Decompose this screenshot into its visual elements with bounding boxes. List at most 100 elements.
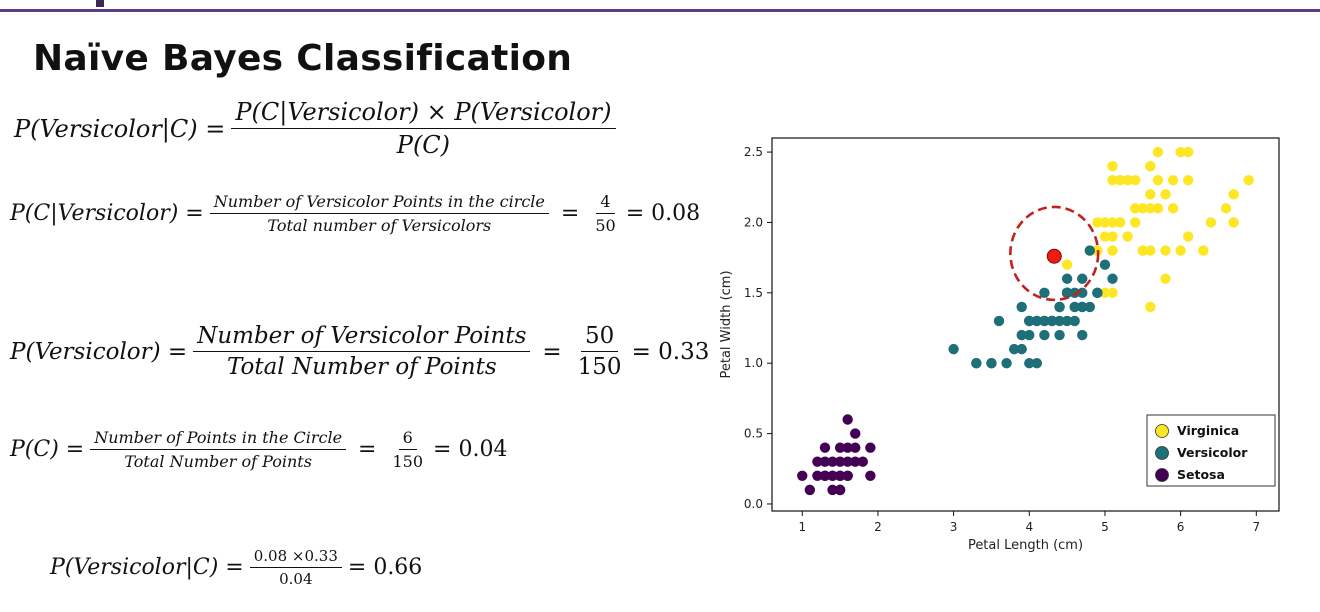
virginica-point: [1145, 301, 1156, 313]
equation-posterior-numerator: 0.08 ×0.33: [249, 547, 342, 568]
virginica-point: [1228, 217, 1239, 228]
versicolor-point: [1092, 287, 1103, 299]
top-bar-fragment: [96, 0, 104, 7]
x-tick-label: 5: [1101, 520, 1109, 534]
versicolor-point: [1077, 273, 1088, 284]
query-point: [1046, 248, 1062, 264]
y-tick-label: 2.0: [744, 215, 763, 229]
virginica-point: [1061, 259, 1073, 270]
equation-prior-value-denominator: 150: [577, 354, 622, 380]
setosa-point: [827, 470, 838, 482]
virginica-point: [1137, 203, 1148, 214]
setosa-point: [850, 456, 861, 467]
equation-bayes-fraction: P(C|Versicolor) × P(Versicolor) P(C): [231, 98, 616, 159]
setosa-point: [834, 442, 846, 453]
versicolor-point: [1001, 358, 1012, 369]
equation-likelihood-value-denominator: 50: [595, 216, 616, 235]
virginica-point: [1145, 189, 1156, 200]
equation-prior-numerator: Number of Versicolor Points: [193, 323, 531, 352]
virginica-point: [1114, 217, 1126, 228]
virginica-point: [1160, 245, 1171, 256]
equation-likelihood-value: 4 50: [591, 192, 619, 235]
x-tick-label: 4: [1025, 520, 1033, 534]
y-axis-label: Petal Width (cm): [719, 270, 734, 378]
virginica-point: [1099, 287, 1111, 299]
versicolor-point: [1054, 329, 1065, 341]
equation-posterior-result: = 0.66: [347, 555, 423, 580]
equation-likelihood-value-numerator: 4: [596, 192, 615, 214]
equation-bayes-denominator: P(C): [396, 131, 451, 159]
versicolor-point: [1069, 301, 1080, 313]
equation-prior-value: 50 150: [574, 323, 626, 380]
equation-evidence-result: = 0.04: [433, 437, 508, 462]
setosa-point: [827, 484, 838, 496]
virginica-point: [1107, 287, 1118, 299]
top-divider-line: [0, 9, 1320, 12]
equation-bayes-numerator: P(C|Versicolor) × P(Versicolor): [231, 98, 616, 129]
versicolor-point: [1016, 343, 1027, 355]
x-tick-label: 1: [798, 520, 806, 534]
equation-bayes-lhs: P(Versicolor|C) =: [14, 114, 226, 143]
equation-prior-fraction: Number of Versicolor Points Total Number…: [193, 323, 531, 380]
virginica-point: [1130, 175, 1141, 186]
y-tick-label: 1.0: [744, 356, 763, 370]
versicolor-point: [1031, 315, 1043, 327]
iris-scatter-plot: 1 2 3 4 5 6 7 0.0 0.5 1.0 1.5 2.0 2.5 Petal Length (c…: [719, 137, 1280, 553]
setosa-point: [865, 442, 876, 453]
setosa-point: [842, 470, 853, 482]
versicolor-point: [1054, 315, 1065, 327]
virginica-point: [1107, 245, 1118, 256]
legend-label-versicolor: Versicolor: [1177, 445, 1248, 460]
versicolor-point: [1069, 315, 1080, 327]
versicolor-point: [1054, 301, 1065, 313]
plot-frame: [771, 137, 1280, 512]
equation-evidence-equals: =: [358, 437, 377, 462]
setosa-point: [819, 456, 831, 467]
versicolor-point: [1016, 301, 1027, 313]
virginica-point: [1182, 175, 1194, 186]
equation-likelihood-equals: =: [560, 201, 580, 226]
versicolor-point: [1039, 315, 1050, 327]
virginica-point: [1114, 175, 1126, 186]
virginica-point: [1107, 175, 1118, 186]
virginica-point: [1160, 189, 1171, 200]
versicolor-point: [1008, 343, 1020, 355]
equation-evidence-fraction: Number of Points in the Circle Total Num…: [90, 428, 347, 471]
equation-likelihood-result: = 0.08: [625, 201, 701, 226]
setosa-point: [804, 484, 816, 496]
equation-posterior: P(Versicolor|C) = 0.08 ×0.33 0.04 = 0.66: [50, 547, 422, 588]
versicolor-point: [1084, 301, 1096, 313]
setosa-point: [842, 442, 853, 453]
equation-evidence-lhs: P(C) =: [10, 437, 85, 462]
virginica-point: [1220, 203, 1232, 214]
versicolor-point: [1107, 273, 1118, 284]
versicolor-point: [1061, 315, 1073, 327]
equation-likelihood-numerator: Number of Versicolor Points in the circl…: [209, 192, 549, 214]
equation-posterior-lhs: P(Versicolor|C) =: [50, 555, 244, 580]
virginica-point: [1182, 146, 1194, 158]
setosa-point: [842, 456, 853, 467]
virginica-point: [1130, 203, 1141, 214]
equation-evidence-numerator: Number of Points in the Circle: [90, 428, 347, 450]
equation-likelihood-fraction: Number of Versicolor Points in the circl…: [209, 192, 549, 235]
legend-marker-virginica: [1155, 424, 1169, 438]
equation-prior-lhs: P(Versicolor) =: [10, 338, 188, 365]
virginica-point: [1228, 189, 1239, 200]
equation-prior: P(Versicolor) = Number of Versicolor Poi…: [10, 323, 709, 380]
virginica-point: [1099, 231, 1111, 242]
setosa-point: [834, 484, 846, 496]
versicolor-point: [1024, 315, 1035, 327]
equation-evidence-value: 6 150: [388, 428, 427, 471]
equation-prior-value-numerator: 50: [580, 323, 619, 352]
versicolor-point: [986, 358, 997, 369]
versicolor-point: [1024, 329, 1035, 341]
setosa-point: [834, 470, 846, 482]
versicolor-point: [1084, 245, 1096, 256]
setosa-point: [850, 442, 861, 453]
virginica-point: [1099, 217, 1111, 228]
equation-likelihood-denominator: Total number of Versicolors: [267, 216, 492, 235]
virginica-point: [1243, 175, 1254, 186]
virginica-point: [1130, 217, 1141, 228]
equation-likelihood-lhs: P(C|Versicolor) =: [10, 201, 204, 226]
virginica-point: [1092, 217, 1103, 228]
